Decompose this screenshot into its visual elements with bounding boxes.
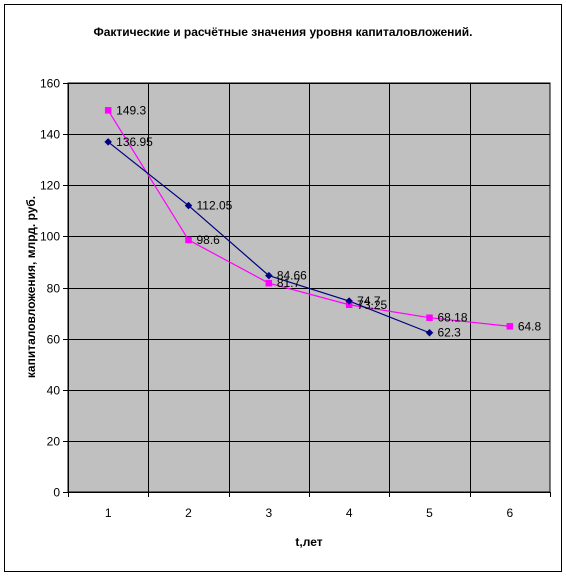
y-tick-label: 100: [40, 230, 60, 244]
x-axis-title: t,лет: [295, 535, 322, 549]
y-axis-title: капиталовложения, млрд. руб.: [24, 196, 38, 378]
x-tick-label: 4: [346, 506, 353, 520]
series-2-data-label: 64.8: [518, 319, 542, 333]
series-1-data-label: 62.3: [438, 326, 462, 340]
series-1-point: [104, 138, 113, 146]
series-2-point: [506, 323, 514, 330]
series-2-data-label: 73.25: [357, 298, 387, 312]
series-2-data-label: 149.3: [116, 103, 146, 117]
series-1-point: [345, 297, 354, 305]
series-1-data-label: 112.05: [197, 199, 233, 213]
x-tick-label: 1: [105, 506, 112, 520]
y-tick-label: 120: [40, 179, 60, 193]
x-tick-label: 3: [265, 506, 272, 520]
plot-area: 0 20 40 60 80 100 120 140 160 1 2 3 4 5 6 149.3 98.6 81.7…: [40, 77, 551, 520]
x-tick-label: 5: [426, 506, 433, 520]
series-2-point: [265, 279, 273, 287]
series-1-point: [264, 271, 273, 280]
series-2-data-label: 81.7: [277, 276, 301, 290]
y-tick-label: 140: [40, 128, 60, 142]
y-tick-label: 20: [47, 435, 61, 449]
series-2-point: [185, 236, 192, 244]
series-1-data-label: 84.66: [277, 269, 307, 283]
x-tick-label: 2: [185, 506, 192, 520]
series-1-point: [425, 328, 434, 337]
series-2-point: [426, 314, 433, 321]
series-1-data-label: 136.95: [116, 135, 153, 149]
y-tick-label: 40: [47, 384, 61, 398]
y-tick-label: 80: [47, 282, 61, 296]
series-2-point: [104, 107, 112, 114]
series-2-data-label: 68.18: [438, 311, 468, 325]
y-tick-label: 60: [47, 333, 61, 347]
x-tick-label: 6: [506, 506, 513, 520]
y-tick-label: 0: [53, 486, 60, 500]
series-1-point: [184, 201, 193, 210]
series-2-line: [107, 110, 510, 327]
chart-title: Фактические и расчётные значения уровня …: [93, 25, 472, 39]
series-1-data-label: 74.7: [357, 294, 381, 308]
series-2-data-label: 98.6: [197, 233, 221, 247]
y-tick-label: 160: [40, 77, 60, 91]
